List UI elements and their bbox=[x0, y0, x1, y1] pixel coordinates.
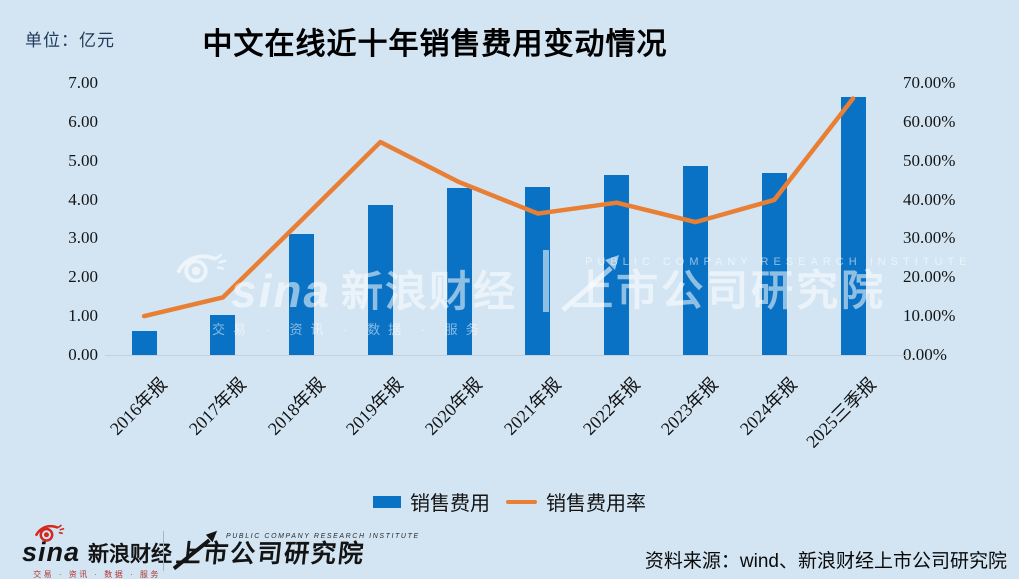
bar-2025三季报 bbox=[840, 96, 866, 355]
source-note: 资料来源：wind、新浪财经上市公司研究院 bbox=[644, 551, 1007, 572]
sina-finance-text: 新浪财经 bbox=[88, 542, 173, 566]
footer-divider bbox=[163, 531, 164, 571]
institute-logo: PUBLIC COMPANY RESEARCH INSTITUTE 上市公司研究… bbox=[172, 530, 421, 571]
chart-title: 中文在线近十年销售费用变动情况 bbox=[202, 28, 668, 61]
sina-eye-icon bbox=[35, 524, 65, 542]
y-axis-left-tick: 3.00 bbox=[68, 228, 98, 248]
chart-legend: 销售费用 销售费用率 bbox=[0, 487, 1019, 516]
legend-swatch-sales-expense bbox=[373, 495, 401, 508]
y-axis-right-tick: 30.00% bbox=[903, 228, 956, 248]
bar-2016年报 bbox=[131, 330, 157, 355]
y-axis-left-tick: 7.00 bbox=[68, 73, 98, 92]
bar-2017年报 bbox=[210, 314, 236, 355]
y-axis-left-tick: 2.00 bbox=[68, 267, 98, 287]
y-axis-right-tick: 50.00% bbox=[903, 150, 956, 170]
y-axis-right-tick: 40.00% bbox=[903, 189, 956, 209]
watermark: sina 新浪财经 PUBLIC COMPANY RESEARCH INSTIT… bbox=[175, 250, 972, 314]
y-axis-left-tick: 1.00 bbox=[68, 306, 98, 326]
watermark-institute: PUBLIC COMPANY RESEARCH INSTITUTE 上市公司研究… bbox=[561, 254, 971, 314]
legend-label-expense-rate: 销售费用率 bbox=[546, 493, 646, 515]
unit-label: 单位：亿元 bbox=[25, 31, 115, 50]
institute-cn-text: 上市公司研究院 bbox=[172, 530, 421, 571]
y-axis-left-tick: 5.00 bbox=[68, 150, 98, 170]
watermark-tagline: 交易 · 资讯 · 数据 · 服务 bbox=[212, 322, 487, 337]
watermark-sina-finance-text: 新浪财经 bbox=[341, 267, 518, 315]
x-axis-line bbox=[105, 355, 905, 356]
watermark-sina-wordmark: sina bbox=[231, 265, 332, 317]
y-axis-right-tick: 10.00% bbox=[903, 306, 956, 326]
sina-tagline: 交易 · 资讯 · 数据 · 服务 bbox=[33, 570, 161, 579]
arrow-icon bbox=[172, 530, 218, 571]
legend-label-sales-expense: 销售费用 bbox=[410, 493, 490, 515]
y-axis-right-tick: 70.00% bbox=[903, 73, 956, 92]
y-axis-right-tick: 0.00% bbox=[903, 345, 947, 364]
sina-wordmark: sina bbox=[22, 524, 80, 566]
y-axis-left-tick: 6.00 bbox=[68, 111, 98, 131]
sina-eye-icon-watermark bbox=[175, 253, 229, 288]
y-axis-right-tick: 60.00% bbox=[903, 111, 956, 131]
legend-swatch-expense-rate bbox=[506, 499, 537, 504]
y-axis-left-tick: 4.00 bbox=[68, 189, 98, 209]
sina-finance-logo: sina 新浪财经 交易 · 资讯 · 数据 · 服务 bbox=[22, 524, 173, 579]
y-axis-left-tick: 0.00 bbox=[68, 345, 98, 364]
arrow-icon-watermark bbox=[561, 254, 620, 312]
watermark-divider bbox=[543, 250, 550, 312]
y-axis-right-tick: 20.00% bbox=[903, 267, 956, 287]
watermark-institute-cn-text: 上市公司研究院 bbox=[561, 254, 971, 314]
institute-en-text: PUBLIC COMPANY RESEARCH INSTITUTE bbox=[226, 533, 420, 540]
